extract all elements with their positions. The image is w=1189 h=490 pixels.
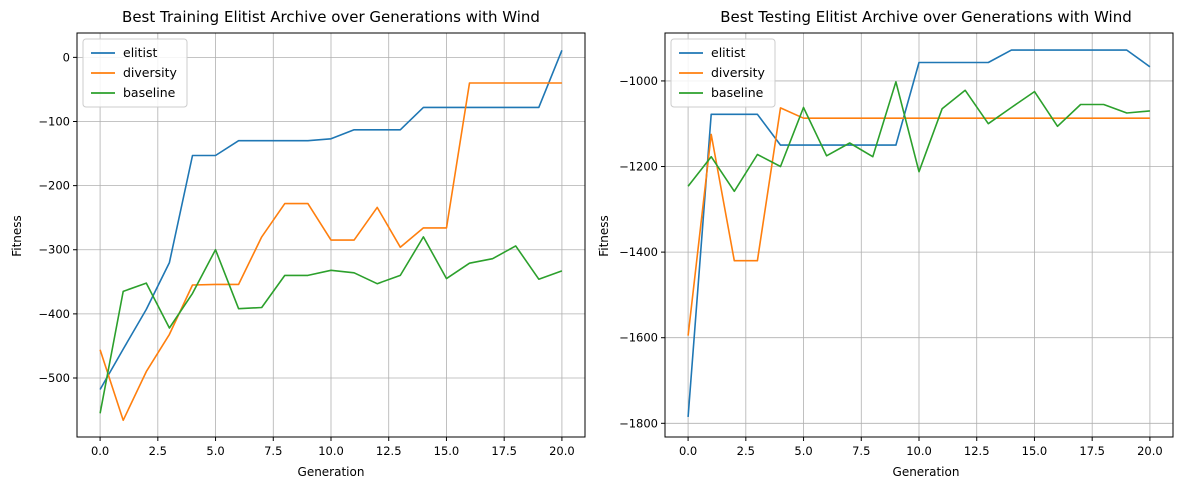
training-x-tick-label: 20.0 (549, 444, 575, 458)
training-x-tick-label: 7.5 (264, 444, 282, 458)
testing-chart-title: Best Testing Elitist Archive over Genera… (720, 8, 1131, 26)
training-x-tick-label: 5.0 (206, 444, 224, 458)
training-y-tick-label: −200 (38, 179, 70, 193)
training-y-tick-label: −500 (38, 371, 70, 385)
testing-x-tick-label: 10.0 (906, 444, 932, 458)
testing-y-tick-label: −1600 (619, 331, 658, 345)
training-x-tick-label: 12.5 (376, 444, 402, 458)
testing-y-axis-label: Fitness (597, 215, 611, 257)
training-chart-title: Best Training Elitist Archive over Gener… (122, 8, 540, 26)
testing-x-tick-label: 0.0 (679, 444, 697, 458)
testing-x-tick-label: 7.5 (852, 444, 870, 458)
testing-legend-label-baseline: baseline (711, 85, 764, 100)
testing-y-tick-label: −1400 (619, 245, 658, 259)
training-series-line-diversity (99, 82, 562, 422)
training-y-tick-label: 0 (63, 50, 70, 64)
training-x-tick-label: 17.5 (491, 444, 517, 458)
testing-legend (670, 38, 776, 108)
training-x-tick-label: 15.0 (434, 444, 460, 458)
testing-chart: Best Testing Elitist Archive over Genera… (597, 8, 1174, 479)
training-y-tick-label: −100 (38, 114, 70, 128)
testing-x-tick-label: 17.5 (1079, 444, 1105, 458)
testing-legend-label-diversity: diversity (711, 65, 766, 80)
testing-x-axis-label: Generation (893, 465, 960, 479)
training-chart: Best Training Elitist Archive over Gener… (10, 8, 586, 479)
testing-x-tick-label: 15.0 (1022, 444, 1048, 458)
testing-series-line-baseline (687, 81, 1150, 193)
testing-y-tick-label: −1800 (619, 416, 658, 430)
training-legend-label-elitist: elitist (123, 45, 158, 60)
testing-x-tick-label: 20.0 (1137, 444, 1163, 458)
training-legend-label-baseline: baseline (123, 85, 176, 100)
training-y-axis-label: Fitness (10, 215, 24, 257)
testing-x-tick-label: 12.5 (964, 444, 990, 458)
testing-x-tick-label: 2.5 (737, 444, 755, 458)
training-y-tick-label: −300 (38, 243, 70, 257)
training-x-tick-label: 0.0 (91, 444, 109, 458)
training-series-line-elitist (99, 49, 563, 390)
testing-y-tick-label: −1000 (619, 74, 658, 88)
training-legend-label-diversity: diversity (123, 65, 178, 80)
testing-x-tick-label: 5.0 (794, 444, 812, 458)
training-legend (82, 38, 188, 108)
testing-series-line-elitist (687, 49, 1151, 417)
training-y-tick-label: −400 (38, 307, 70, 321)
training-x-axis-label: Generation (298, 465, 365, 479)
training-x-tick-label: 2.5 (149, 444, 167, 458)
training-x-tick-label: 10.0 (318, 444, 344, 458)
training-series-line-baseline (99, 236, 563, 414)
testing-series-line-diversity (687, 107, 1150, 336)
testing-legend-label-elitist: elitist (711, 45, 746, 60)
testing-y-tick-label: −1200 (619, 160, 658, 174)
